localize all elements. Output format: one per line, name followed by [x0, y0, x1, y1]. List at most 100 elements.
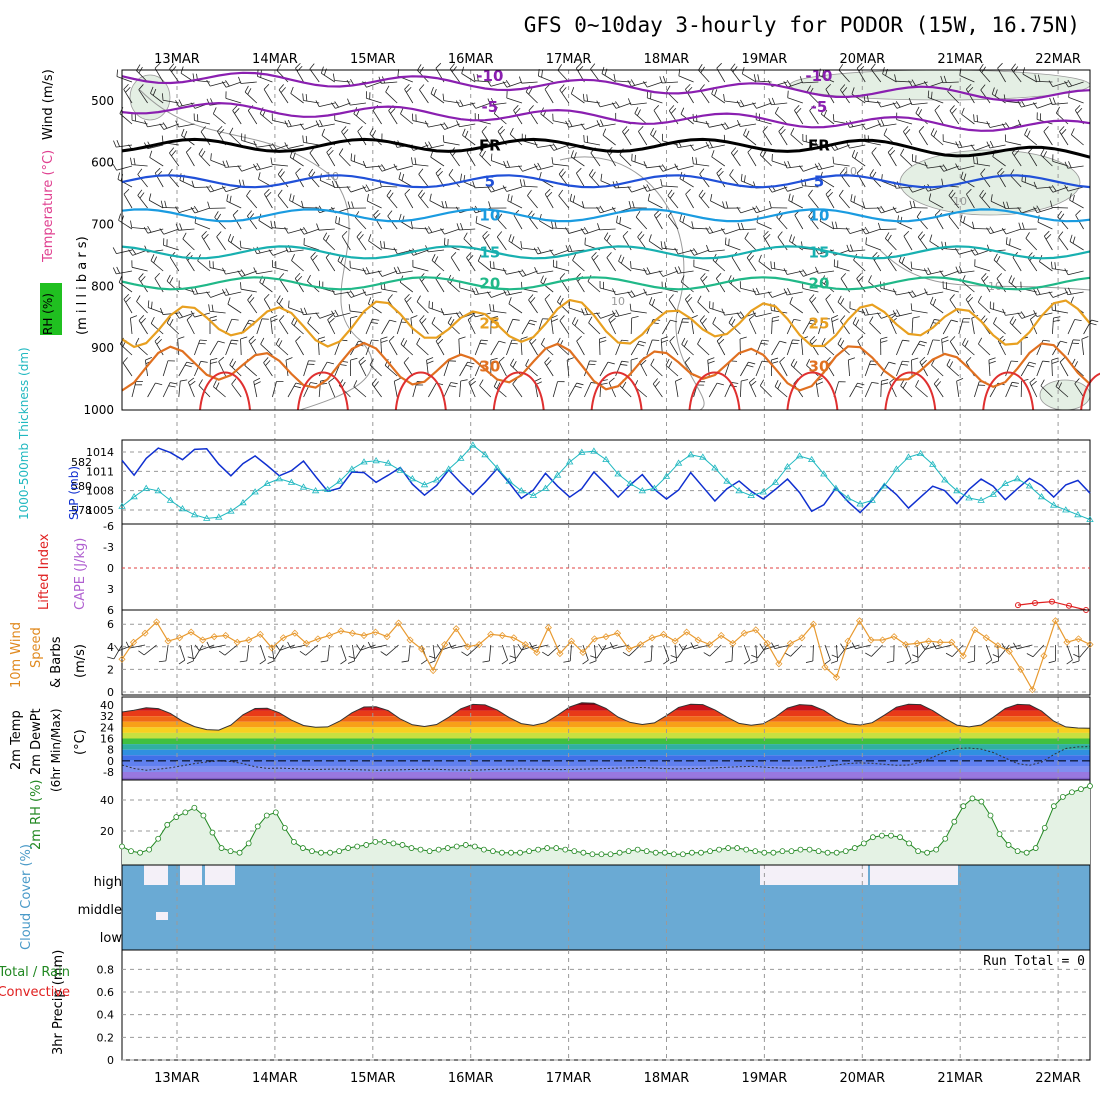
- wind-barb: [123, 299, 133, 314]
- wind-barb: [650, 134, 663, 146]
- wind-barb-flag: [900, 148, 905, 156]
- wind-barb: [896, 119, 913, 125]
- wind-barb-flag: [164, 200, 167, 208]
- wind-barb-flag: [240, 269, 246, 276]
- wind-barb-flag: [913, 200, 916, 208]
- wind-barb-flag: [827, 191, 833, 198]
- wind-barb-flag: [919, 356, 926, 363]
- wind-barb-flag: [837, 337, 842, 345]
- wind10m-marker: [890, 633, 898, 641]
- wind-barb-flag: [652, 378, 658, 385]
- wind-barb-flag: [353, 154, 356, 162]
- wind-barb-flag: [606, 234, 611, 242]
- wind-barb-flag: [460, 223, 464, 230]
- rh-marker: [716, 846, 722, 853]
- wind-barb-flag: [1002, 201, 1006, 209]
- wind10m-marker: [798, 634, 806, 642]
- wind-barb-flag: [417, 64, 422, 71]
- wind-barb-flag: [347, 201, 351, 209]
- wind-barb-flag: [428, 226, 433, 233]
- slp-ytick: 1008: [86, 485, 114, 498]
- rh-marker: [897, 834, 903, 841]
- wind-barb-flag: [791, 342, 799, 345]
- wind-barb: [606, 257, 616, 272]
- wind-barb-flag: [468, 255, 474, 261]
- wind-barb-flag: [658, 270, 664, 277]
- wind-barb: [169, 152, 180, 167]
- wind-barb-flag: [722, 201, 725, 209]
- wind-barb-flag: [616, 215, 618, 223]
- wind-barb: [947, 91, 960, 104]
- rh-marker: [1087, 783, 1093, 789]
- wind-barb: [710, 200, 725, 209]
- wind-barb: [404, 193, 414, 209]
- wind-barb: [1012, 257, 1022, 272]
- thickness-marker: [311, 487, 320, 494]
- slp-ytick: 1014: [86, 446, 114, 459]
- wind-barb: [131, 119, 148, 125]
- wind-barb-flag: [620, 256, 625, 264]
- wind-barb-flag: [481, 360, 489, 363]
- wind-barb: [137, 195, 148, 209]
- wind-barb-flag: [921, 359, 927, 366]
- isotherm-line: [121, 298, 1091, 349]
- wind-barb-flag: [1060, 340, 1068, 344]
- wind-barb: [700, 278, 710, 293]
- wind-barb-flag: [434, 256, 439, 263]
- wind10m-barb-flag: [501, 659, 508, 665]
- wind-barb-flag: [880, 340, 888, 343]
- wind-barb: [272, 381, 277, 398]
- thickness-marker: [735, 487, 743, 494]
- wind-barb: [459, 381, 462, 398]
- wind10m-ylabels: 10m Wind Speed & Barbs (m/s): [9, 622, 88, 688]
- wind-barb-flag: [915, 380, 919, 387]
- wind-barb-flag: [723, 94, 725, 102]
- wind10m-barb-flag: [771, 642, 776, 649]
- wind-barb-flag: [154, 62, 161, 69]
- cloud-gap: [156, 912, 168, 920]
- wind-barb: [404, 89, 414, 104]
- wind-barb-flag: [398, 172, 402, 180]
- wind-barb-flag: [450, 382, 458, 385]
- wind10m-marker: [222, 631, 230, 640]
- thickness-marker: [783, 463, 792, 470]
- wind-barb-flag: [565, 120, 570, 128]
- wind-barb-flag: [279, 315, 285, 321]
- thickness-marker: [396, 466, 405, 473]
- wind10m-barb: [663, 644, 670, 661]
- rh-marker: [643, 848, 650, 855]
- wind10m-barb: [1032, 644, 1045, 658]
- wind-barb-flag: [1091, 319, 1099, 323]
- wind-barb: [677, 318, 684, 335]
- isotherm-label: FR: [808, 136, 830, 154]
- wind10m-barb: [694, 644, 710, 649]
- wind10m-barb-flag: [529, 642, 534, 649]
- wind-barb: [544, 299, 554, 314]
- wind-barb: [979, 195, 991, 209]
- wind-barb: [247, 299, 258, 314]
- wind-barb-flag: [138, 273, 144, 279]
- wind-barb-flag: [929, 234, 933, 242]
- wind-barb: [856, 278, 866, 293]
- wind-barb-flag: [148, 193, 152, 201]
- wind-barb: [552, 381, 558, 398]
- wind10m-barb-flag: [107, 656, 115, 660]
- wind-barb-flag: [787, 287, 791, 295]
- wind-barb-flag: [675, 377, 682, 382]
- wind-barb-flag: [435, 62, 442, 69]
- wind-barb: [200, 131, 211, 146]
- wind-barb-flag: [231, 360, 237, 368]
- wind-barb-flag: [606, 252, 612, 258]
- upper-air-ylabels: RH (%) Temperature (°C) Wind (m/s) (m i …: [41, 69, 90, 335]
- wind-barb: [225, 98, 242, 104]
- wind-barb-flag: [794, 105, 800, 111]
- rh-marker: [281, 825, 288, 831]
- wind10m-barb: [547, 644, 561, 657]
- wind-barb: [599, 228, 616, 231]
- wind-barb: [980, 173, 991, 188]
- wind-barb-flag: [1034, 74, 1037, 82]
- wind10m-barb: [855, 644, 872, 650]
- wind-barb-flag: [949, 336, 956, 342]
- wind10m-marker: [544, 624, 552, 632]
- wind-barb: [338, 154, 351, 167]
